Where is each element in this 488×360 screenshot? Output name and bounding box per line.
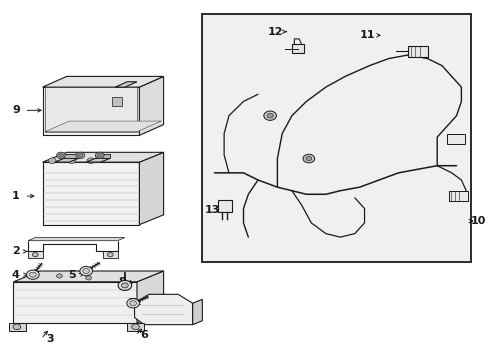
Text: 12: 12 xyxy=(266,27,282,37)
Text: 2: 2 xyxy=(12,247,20,256)
Circle shape xyxy=(266,113,273,118)
Circle shape xyxy=(29,272,36,277)
Circle shape xyxy=(87,158,95,163)
Bar xyxy=(112,98,122,107)
Circle shape xyxy=(97,154,102,157)
Polygon shape xyxy=(192,299,202,325)
Circle shape xyxy=(264,111,276,120)
Circle shape xyxy=(118,280,131,291)
Bar xyxy=(218,200,231,212)
Bar xyxy=(202,14,470,262)
Text: 1: 1 xyxy=(12,191,20,201)
Polygon shape xyxy=(28,251,42,258)
Circle shape xyxy=(95,152,104,158)
Circle shape xyxy=(126,298,139,308)
Circle shape xyxy=(32,252,38,257)
Bar xyxy=(446,134,464,144)
Polygon shape xyxy=(45,121,161,132)
Circle shape xyxy=(76,152,84,158)
Polygon shape xyxy=(86,158,110,162)
Text: 4: 4 xyxy=(12,270,20,280)
Polygon shape xyxy=(14,271,163,282)
Polygon shape xyxy=(115,82,137,87)
Circle shape xyxy=(129,301,136,306)
Polygon shape xyxy=(45,87,137,132)
Circle shape xyxy=(131,324,139,330)
Text: 11: 11 xyxy=(359,30,374,40)
Polygon shape xyxy=(64,154,79,158)
Polygon shape xyxy=(14,282,137,323)
Polygon shape xyxy=(28,238,124,241)
Circle shape xyxy=(78,154,82,157)
Circle shape xyxy=(303,154,314,163)
Polygon shape xyxy=(55,158,79,162)
Polygon shape xyxy=(42,76,163,87)
Text: 9: 9 xyxy=(12,105,20,115)
Polygon shape xyxy=(137,271,163,323)
Polygon shape xyxy=(127,323,144,331)
Polygon shape xyxy=(9,323,25,331)
Circle shape xyxy=(68,158,75,163)
Polygon shape xyxy=(291,44,304,53)
Polygon shape xyxy=(42,152,163,162)
Text: 7: 7 xyxy=(128,298,136,308)
Text: 6: 6 xyxy=(140,330,148,341)
Circle shape xyxy=(305,157,311,161)
Text: 10: 10 xyxy=(469,216,485,226)
Circle shape xyxy=(80,266,92,276)
Text: 13: 13 xyxy=(204,205,219,215)
Bar xyxy=(407,46,427,57)
Circle shape xyxy=(48,158,56,163)
Circle shape xyxy=(121,283,128,288)
Text: 3: 3 xyxy=(46,334,54,344)
Circle shape xyxy=(13,324,20,330)
Polygon shape xyxy=(139,76,163,135)
Circle shape xyxy=(59,154,63,157)
Circle shape xyxy=(57,152,65,158)
Polygon shape xyxy=(42,162,139,225)
Polygon shape xyxy=(139,152,163,225)
Polygon shape xyxy=(103,251,117,258)
Circle shape xyxy=(85,276,91,280)
Circle shape xyxy=(82,269,89,274)
Circle shape xyxy=(26,270,39,279)
Text: 8: 8 xyxy=(118,277,126,287)
Polygon shape xyxy=(134,294,192,325)
Polygon shape xyxy=(96,154,110,158)
Polygon shape xyxy=(42,87,139,135)
Text: 5: 5 xyxy=(68,270,75,280)
Circle shape xyxy=(107,252,113,257)
Bar xyxy=(448,192,467,202)
Circle shape xyxy=(57,274,62,278)
